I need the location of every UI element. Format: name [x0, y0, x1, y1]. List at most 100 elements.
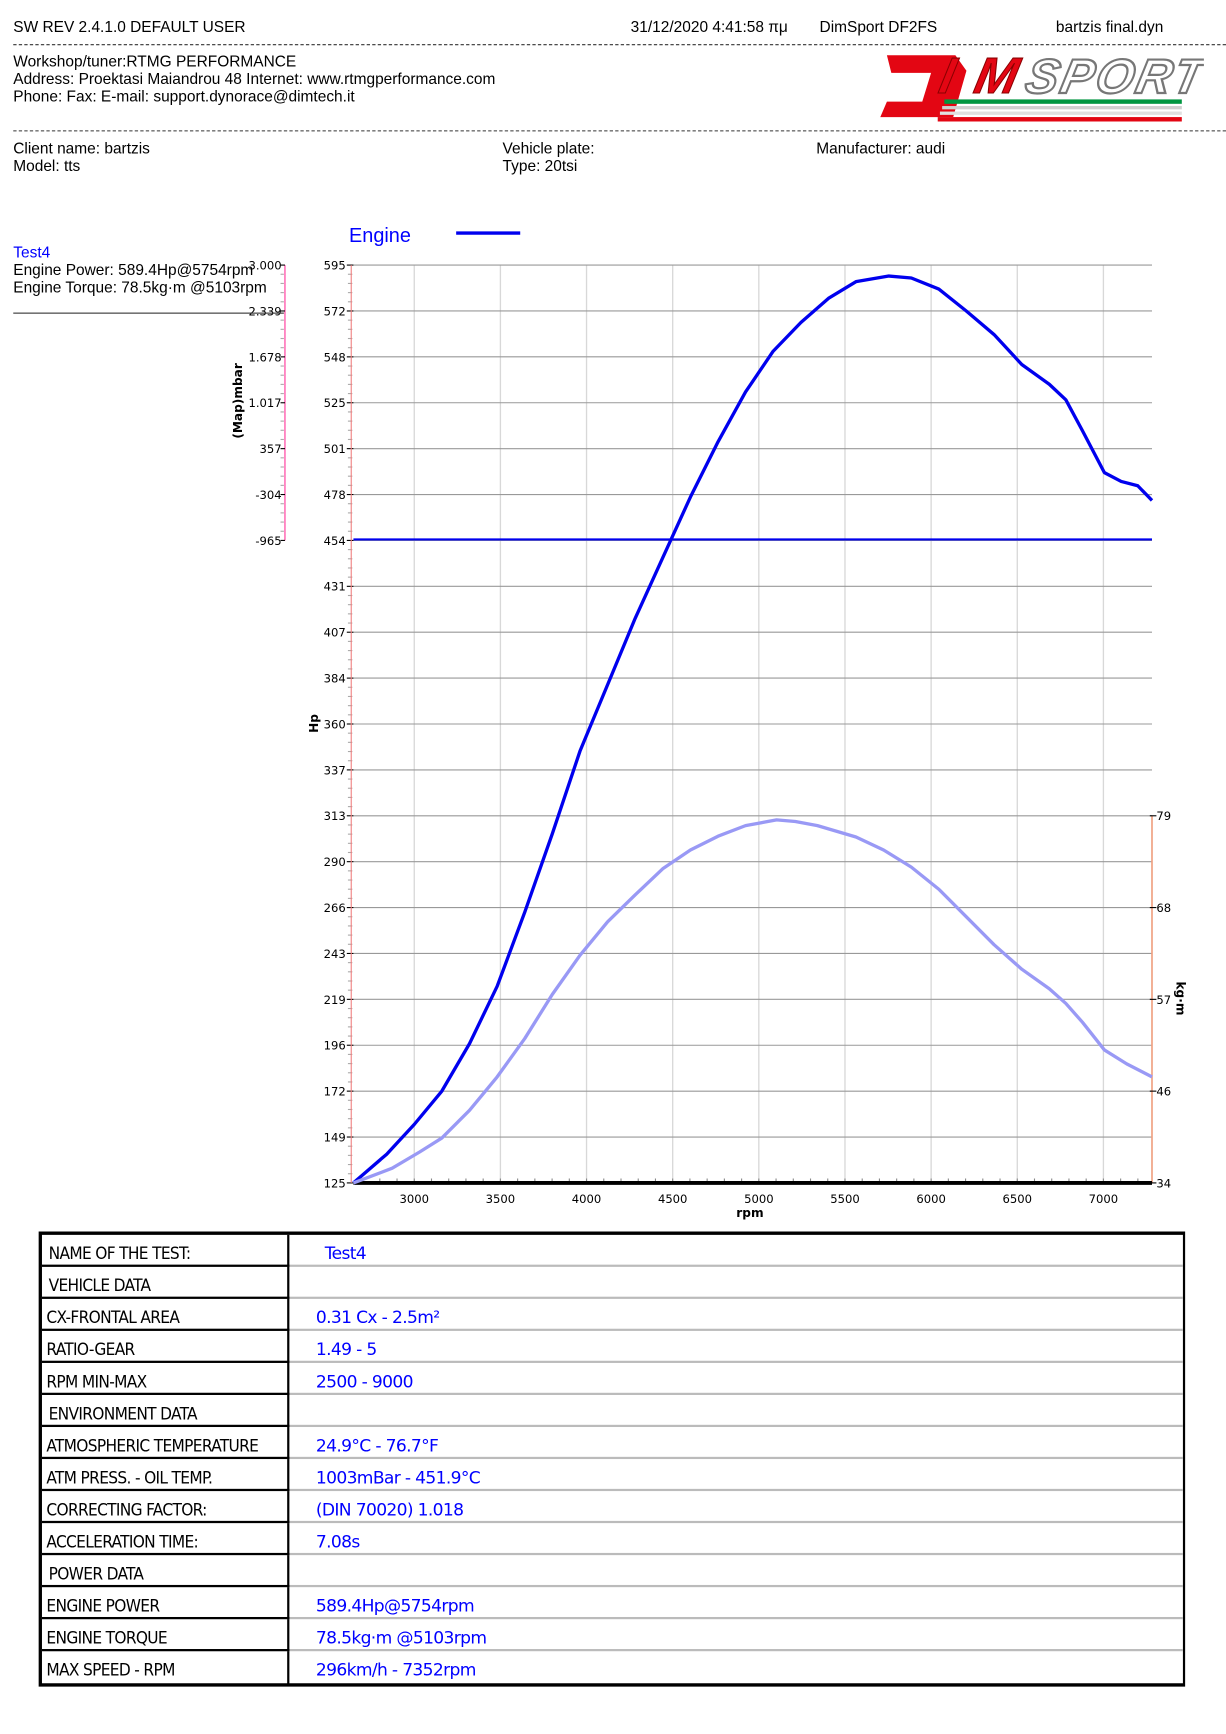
- map-tick-label: 357: [260, 442, 282, 456]
- row-value: [289, 1555, 316, 1585]
- row-label: ATMOSPHERIC TEMPERATURE: [41, 1427, 290, 1460]
- row-value: 24.9°C - 76.7°F: [315, 1435, 439, 1456]
- summary-test-name: Test4: [13, 242, 51, 261]
- hp-tick-label: 478: [324, 488, 346, 502]
- x-tick-label: 5000: [744, 1192, 773, 1206]
- hp-tick-label: 595: [324, 258, 346, 272]
- torque-axis-label: kg·m: [1173, 981, 1187, 1015]
- report-datetime: 31/12/2020 4:41:58 πμ: [630, 17, 788, 36]
- table-row: POWER DATA: [41, 1555, 1183, 1588]
- hp-tick-label: 313: [324, 809, 346, 823]
- x-tick-label: 3500: [486, 1192, 515, 1206]
- table-row: VEHICLE DATA: [41, 1266, 1183, 1299]
- row-label: NAME OF THE TEST:: [41, 1234, 290, 1267]
- row-value: 0.31 Cx - 2.5m²: [315, 1307, 440, 1328]
- row-label: ENVIRONMENT DATA: [41, 1394, 290, 1428]
- hp-axis-label: Hp: [307, 714, 321, 733]
- hp-tick-label: 501: [324, 442, 346, 456]
- table-row: ATMOSPHERIC TEMPERATURE 24.9°C - 76.7°F: [41, 1427, 1183, 1460]
- table-row: MAX SPEED - RPM 296km/h - 7352rpm: [42, 1651, 1183, 1686]
- row-value: 1003mBar - 451.9°C: [315, 1467, 481, 1488]
- map-tick-label: -304: [255, 488, 281, 502]
- workshop-tuner: Workshop/tuner:RTMG PERFORMANCE: [13, 51, 297, 70]
- hp-tick-label: 548: [324, 350, 346, 364]
- hp-tick-label: 337: [324, 763, 346, 777]
- row-label: ENGINE POWER: [41, 1587, 290, 1620]
- torque-tick-label: 46: [1156, 1085, 1171, 1099]
- workshop-address: Address: Proektasi Maiandrou 48 Internet…: [13, 69, 496, 88]
- table-row: ATM PRESS. - OIL TEMP. 1003mBar - 451.9°C: [41, 1459, 1183, 1492]
- table-row: ACCELERATION TIME: 7.08s: [41, 1523, 1183, 1556]
- test-data-table: NAME OF THE TEST: Test4 VEHICLE DATA CX-FRO…: [38, 1231, 1186, 1687]
- hp-tick-label: 454: [324, 534, 346, 548]
- manufacturer: Manufacturer: audi: [816, 139, 946, 157]
- table-row: CORRECTING FACTOR: (DIN 70020) 1.018: [41, 1491, 1183, 1524]
- dyno-device: DimSport DF2FS: [819, 17, 938, 36]
- x-tick-label: 4500: [658, 1192, 687, 1206]
- table-row: CX-FRONTAL AREA 0.31 Cx - 2.5m²: [41, 1298, 1183, 1331]
- hp-tick-label: 125: [324, 1176, 346, 1190]
- vehicle-plate: Vehicle plate:: [502, 139, 595, 157]
- table-row: RPM MIN-MAX 2500 - 9000: [41, 1362, 1183, 1395]
- table-row: RATIO-GEAR 1.49 - 5: [41, 1330, 1183, 1363]
- file-name: bartzis final.dyn: [1055, 17, 1164, 36]
- summary-engine-torque: Engine Torque: 78.5kg·m @5103rpm: [13, 278, 267, 297]
- row-value: [289, 1395, 316, 1425]
- x-axis-label: rpm: [736, 1206, 763, 1220]
- x-tick-label: 6000: [916, 1192, 945, 1206]
- torque-tick-label: 34: [1156, 1176, 1171, 1190]
- row-value: [289, 1267, 316, 1297]
- row-label: RATIO-GEAR: [41, 1330, 290, 1363]
- x-tick-label: 7000: [1089, 1192, 1118, 1206]
- row-value: 296km/h - 7352rpm: [315, 1660, 477, 1680]
- divider: [13, 44, 1226, 46]
- map-tick-label: 1.017: [248, 396, 281, 410]
- client-name: Client name: bartzis: [13, 139, 150, 157]
- row-value: 7.08s: [315, 1531, 360, 1552]
- vehicle-model: Model: tts: [13, 156, 81, 175]
- hp-tick-label: 243: [324, 947, 346, 961]
- row-label: CORRECTING FACTOR:: [41, 1491, 290, 1524]
- row-label: VEHICLE DATA: [41, 1266, 290, 1299]
- torque-tick-label: 68: [1156, 901, 1171, 915]
- hp-tick-label: 407: [324, 626, 346, 640]
- x-tick-label: 3000: [400, 1192, 429, 1206]
- row-label: POWER DATA: [41, 1555, 290, 1588]
- hp-tick-label: 149: [324, 1130, 346, 1144]
- summary-engine-power: Engine Power: 589.4Hp@5754rpm: [13, 260, 254, 279]
- workshop-contact: Phone: Fax: E-mail: support.dynorace@dim…: [13, 87, 355, 105]
- row-value: 589.4Hp@5754rpm: [315, 1596, 475, 1616]
- hp-tick-label: 290: [324, 855, 346, 869]
- x-tick-label: 4000: [572, 1192, 601, 1206]
- hp-tick-label: 431: [324, 580, 346, 594]
- dyno-chart: 595 572 548 525 501 478 454 431 407 384 360 337 313 2…: [231, 225, 1187, 1220]
- dimsport-logo: IM SPORT: [880, 49, 1204, 122]
- hp-tick-label: 172: [324, 1085, 346, 1099]
- row-label: CX-FRONTAL AREA: [41, 1298, 290, 1331]
- svg-text:SPORT: SPORT: [1021, 50, 1204, 103]
- row-value: 1.49 - 5: [315, 1339, 377, 1360]
- series-torque-line: [352, 818, 1153, 1185]
- map-tick-label: -965: [255, 534, 281, 548]
- hp-tick-label: 572: [324, 304, 346, 318]
- hp-tick-label: 384: [324, 672, 346, 686]
- hp-tick-label: 525: [324, 396, 346, 410]
- vehicle-type: Type: 20tsi: [502, 156, 578, 175]
- hp-tick-label: 219: [324, 993, 346, 1007]
- row-label: ENGINE TORQUE: [41, 1619, 290, 1652]
- divider: [13, 130, 1226, 132]
- table-row: ENGINE POWER 589.4Hp@5754rpm: [41, 1587, 1183, 1620]
- map-tick-label: 3.000: [248, 258, 281, 272]
- table-row: NAME OF THE TEST: Test4: [41, 1234, 1183, 1267]
- hp-tick-label: 360: [324, 717, 346, 731]
- torque-tick-label: 57: [1156, 993, 1171, 1007]
- row-label: MAX SPEED - RPM: [42, 1651, 290, 1686]
- svg-text:IM: IM: [935, 49, 1026, 104]
- row-value: 78.5kg·m @5103rpm: [315, 1628, 487, 1648]
- map-axis-label: (Map)mbar: [231, 363, 245, 439]
- row-label: ACCELERATION TIME:: [41, 1523, 290, 1556]
- x-tick-label: 6500: [1003, 1192, 1032, 1206]
- hp-tick-label: 266: [324, 901, 346, 915]
- software-revision: SW REV 2.4.1.0 DEFAULT USER: [13, 17, 246, 36]
